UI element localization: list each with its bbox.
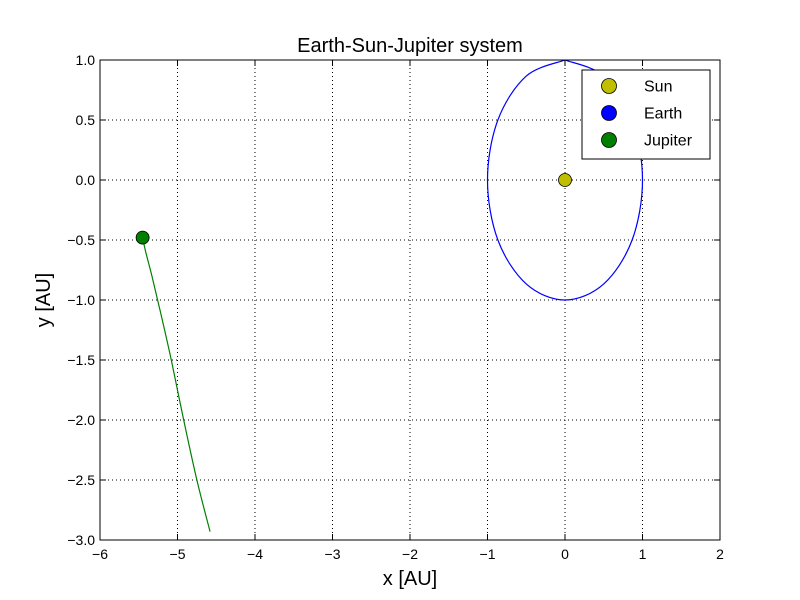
y-tick-label: 0.0 [76,172,96,188]
legend-label-jupiter: Jupiter [644,133,693,150]
x-tick-label: −3 [325,546,341,562]
legend: Sun Earth Jupiter [581,69,711,160]
x-tick-label: 0 [561,546,569,562]
body-markers [135,173,572,245]
jupiter-trajectory [142,237,211,532]
jupiter-marker [135,230,150,245]
y-axis-label: y [AU] [33,273,55,327]
legend-label-earth: Earth [644,106,682,123]
y-tick-label: −1.0 [67,292,95,308]
legend-marker-earth [601,105,617,121]
y-tick-label: −1.5 [67,352,95,368]
x-tick-label: 1 [639,546,647,562]
chart-title: Earth-Sun-Jupiter system [297,35,523,57]
x-tick-label: −4 [247,546,263,562]
x-tick-label: −5 [170,546,186,562]
y-tick-label: 1.0 [76,52,96,68]
y-tick-label: 0.5 [76,112,96,128]
x-tick-label: −2 [402,546,418,562]
y-tick-label: −2.5 [67,472,95,488]
x-tick-label: −6 [92,546,108,562]
y-tick-label: −3.0 [67,532,95,548]
legend-marker-sun [601,78,617,94]
x-tick-label: −1 [480,546,496,562]
x-axis-label: x [AU] [383,568,437,590]
y-tick-label: −0.5 [67,232,95,248]
axis-ticks: −6 −5 −4 −3 −2 −1 0 1 2 1.0 0.5 0.0 −0.5 −1.0 −1.5 −2.0… [67,52,724,562]
y-tick-label: −2.0 [67,412,95,428]
legend-marker-jupiter [601,132,617,148]
legend-label-sun: Sun [644,79,672,96]
sun-marker [558,173,572,187]
x-tick-label: 2 [716,546,724,562]
